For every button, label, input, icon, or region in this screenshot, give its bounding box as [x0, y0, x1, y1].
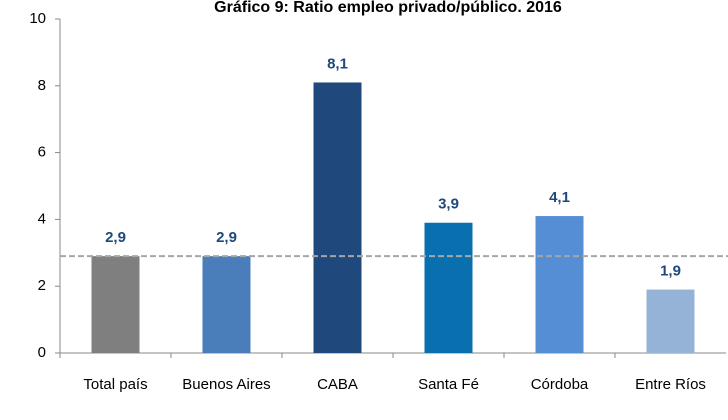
bar: [424, 222, 473, 353]
y-tick-label: 0: [38, 344, 46, 361]
y-tick-label: 10: [29, 10, 46, 27]
x-tick-label: Córdoba: [531, 376, 589, 393]
bar: [313, 82, 362, 354]
x-tick-label: Total país: [83, 376, 147, 393]
x-tick-label: CABA: [317, 376, 358, 393]
value-label: 2,9: [216, 229, 237, 246]
y-tick-label: 2: [38, 277, 46, 294]
value-label: 2,9: [105, 229, 126, 246]
bar: [202, 256, 251, 353]
y-tick-label: 8: [38, 77, 46, 94]
value-label: 8,1: [327, 55, 348, 72]
bar: [91, 256, 140, 353]
value-label: 1,9: [660, 263, 681, 280]
x-tick-label: Santa Fé: [418, 376, 479, 393]
value-label: 4,1: [549, 189, 570, 206]
chart-title: Gráfico 9: Ratio empleo privado/público.…: [214, 0, 562, 16]
value-label: 3,9: [438, 196, 459, 213]
bar: [646, 289, 695, 353]
y-tick-label: 4: [38, 210, 46, 227]
y-tick-label: 6: [38, 144, 46, 161]
x-tick-label: Entre Ríos: [635, 376, 706, 393]
x-tick-label: Buenos Aires: [182, 376, 270, 393]
bar: [535, 216, 584, 353]
